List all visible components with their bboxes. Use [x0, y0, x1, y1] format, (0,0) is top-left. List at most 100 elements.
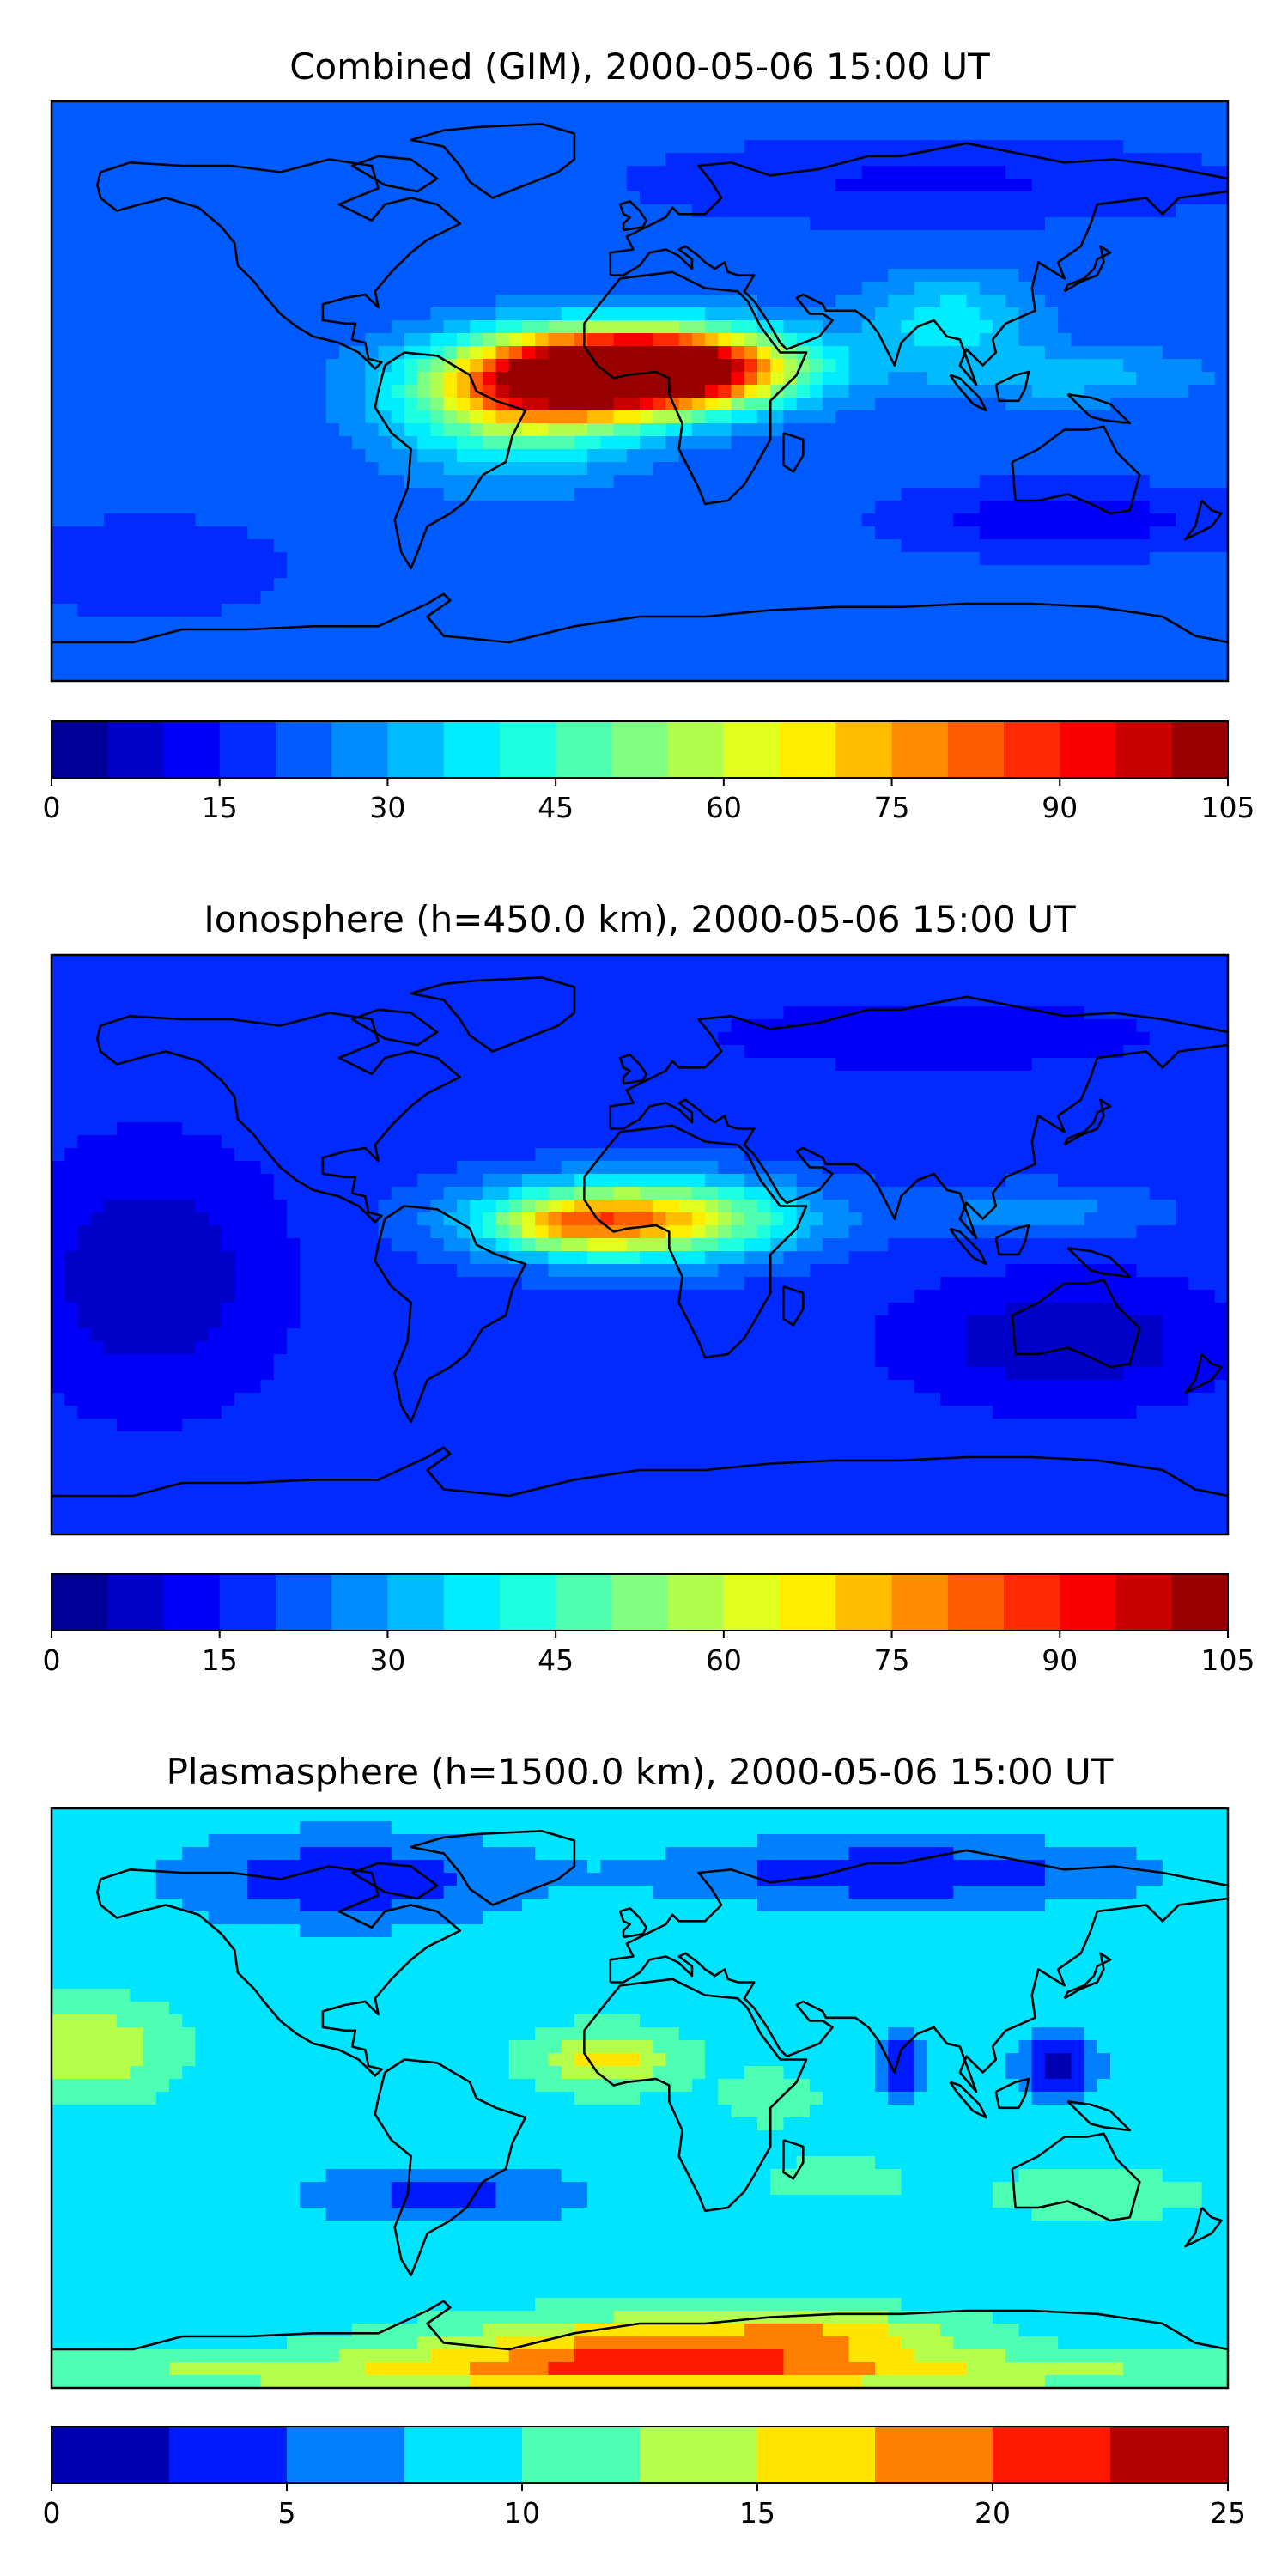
field-cell [1188, 385, 1203, 398]
field-cell [823, 101, 836, 115]
field-cell [404, 204, 418, 218]
field-cell [117, 295, 131, 308]
field-cell [966, 282, 981, 295]
field-cell [155, 604, 170, 617]
field-cell [835, 1071, 850, 1084]
field-cell [1188, 179, 1203, 192]
field-cell [404, 955, 418, 969]
field-cell [443, 449, 458, 463]
field-cell [313, 385, 327, 398]
field-cell [678, 526, 693, 540]
field-cell [665, 1058, 680, 1072]
field-cell [77, 475, 92, 489]
field-cell [1214, 307, 1228, 321]
field-cell [77, 981, 92, 994]
field-cell [1005, 114, 1020, 128]
field-cell [1084, 385, 1098, 398]
field-cell [744, 127, 758, 141]
field-cell [325, 217, 340, 231]
field-cell [823, 539, 836, 553]
field-cell [260, 488, 275, 501]
field-cell [1018, 191, 1033, 205]
field-cell [861, 488, 876, 501]
field-cell [195, 410, 210, 424]
field-cell [705, 1045, 719, 1059]
field-cell [103, 269, 118, 283]
field-cell [888, 1058, 902, 1072]
field-cell [848, 230, 863, 244]
field-cell [90, 333, 105, 347]
field-cell [195, 501, 210, 514]
field-cell [430, 385, 445, 398]
field-cell [1031, 668, 1046, 681]
field-cell [378, 604, 392, 617]
field-cell [130, 101, 144, 115]
field-cell [64, 423, 79, 437]
field-cell [809, 993, 823, 1007]
field-cell [823, 398, 836, 411]
field-cell [1123, 1058, 1138, 1072]
field-cell [1123, 256, 1138, 270]
field-cell [495, 642, 510, 656]
field-cell [823, 359, 836, 373]
field-cell [260, 981, 275, 994]
field-cell [430, 282, 445, 295]
colorbar-segment [275, 721, 332, 778]
field-cell [221, 552, 235, 566]
field-cell [234, 462, 248, 476]
madagascar-coastline [782, 432, 805, 473]
field-cell [940, 617, 954, 630]
field-cell [809, 968, 823, 981]
field-cell [783, 513, 798, 527]
field-cell [574, 1045, 588, 1059]
field-cell [522, 513, 536, 527]
field-cell [1214, 488, 1228, 501]
field-cell [260, 204, 275, 218]
field-cell [1201, 1006, 1216, 1020]
field-cell [653, 1071, 667, 1084]
field-cell [300, 617, 314, 630]
field-cell [1176, 668, 1189, 681]
field-cell [691, 320, 706, 334]
field-cell [901, 591, 915, 605]
field-cell [247, 1032, 262, 1046]
field-cell [404, 217, 418, 231]
field-cell [770, 307, 785, 321]
field-cell [574, 655, 588, 669]
field-cell [130, 475, 144, 489]
field-cell [365, 655, 380, 669]
field-cell [835, 1058, 850, 1072]
field-cell [1018, 993, 1033, 1007]
field-cell [483, 307, 497, 321]
field-cell [1123, 578, 1138, 592]
field-cell [888, 604, 902, 617]
field-cell [535, 591, 550, 605]
field-cell [705, 1019, 719, 1033]
field-cell [260, 410, 275, 424]
field-cell [52, 269, 65, 283]
field-cell [809, 475, 823, 489]
field-cell [182, 668, 197, 681]
field-cell [352, 282, 366, 295]
field-cell [1005, 398, 1020, 411]
field-cell [247, 591, 262, 605]
field-cell [901, 629, 915, 643]
field-cell [940, 204, 954, 218]
field-cell [600, 114, 615, 128]
field-cell [195, 993, 210, 1007]
field-cell [508, 307, 523, 321]
field-cell [1214, 398, 1228, 411]
field-cell [1031, 604, 1046, 617]
field-cell [325, 410, 340, 424]
field-cell [757, 101, 771, 115]
field-cell [705, 256, 719, 270]
field-cell [443, 462, 458, 476]
field-cell [1201, 578, 1216, 592]
field-cell [77, 153, 92, 167]
field-cell [443, 191, 458, 205]
field-cell [691, 955, 706, 969]
field-cell [861, 565, 876, 579]
field-cell [1123, 423, 1138, 437]
panel-ionosphere: Ionosphere (h=450.0 km), 2000-05-06 15:0… [43, 898, 1255, 1677]
field-cell [130, 955, 144, 969]
